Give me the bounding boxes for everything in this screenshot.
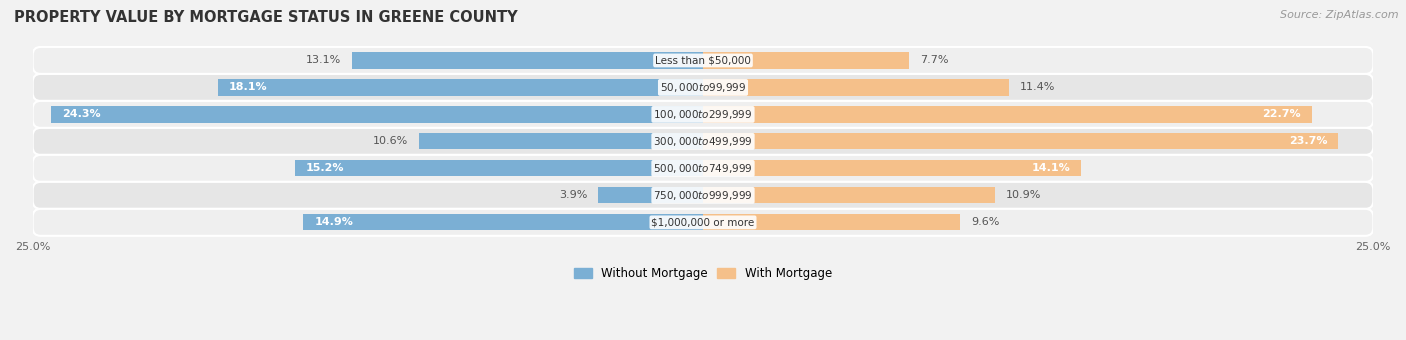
Bar [352,52,703,69]
Text: 23.7%: 23.7% [1289,136,1327,147]
Text: 7.7%: 7.7% [920,55,949,65]
Text: 18.1%: 18.1% [228,82,267,92]
FancyBboxPatch shape [32,209,1374,236]
Text: 13.1%: 13.1% [305,55,342,65]
Bar [703,52,910,69]
Text: 14.1%: 14.1% [1032,164,1070,173]
FancyBboxPatch shape [32,182,1374,209]
Bar [703,133,1339,150]
Text: Source: ZipAtlas.com: Source: ZipAtlas.com [1281,10,1399,20]
Text: $50,000 to $99,999: $50,000 to $99,999 [659,81,747,94]
FancyBboxPatch shape [32,128,1374,155]
Bar [295,160,703,176]
Text: 15.2%: 15.2% [307,164,344,173]
Bar [304,214,703,231]
Legend: Without Mortgage, With Mortgage: Without Mortgage, With Mortgage [569,262,837,285]
FancyBboxPatch shape [32,155,1374,182]
Text: $500,000 to $749,999: $500,000 to $749,999 [654,162,752,175]
Bar [599,187,703,203]
Text: 3.9%: 3.9% [560,190,588,200]
Text: $750,000 to $999,999: $750,000 to $999,999 [654,189,752,202]
Bar [703,79,1008,96]
Text: 14.9%: 14.9% [314,217,353,227]
Text: 10.6%: 10.6% [373,136,408,147]
Text: $100,000 to $299,999: $100,000 to $299,999 [654,108,752,121]
Bar [218,79,703,96]
Bar [52,106,703,122]
Text: Less than $50,000: Less than $50,000 [655,55,751,65]
Text: 11.4%: 11.4% [1019,82,1054,92]
Bar [703,214,960,231]
Text: PROPERTY VALUE BY MORTGAGE STATUS IN GREENE COUNTY: PROPERTY VALUE BY MORTGAGE STATUS IN GRE… [14,10,517,25]
Bar [703,187,995,203]
FancyBboxPatch shape [32,74,1374,101]
FancyBboxPatch shape [32,47,1374,74]
Text: 24.3%: 24.3% [62,109,101,119]
Text: 10.9%: 10.9% [1005,190,1042,200]
FancyBboxPatch shape [32,101,1374,128]
Text: 22.7%: 22.7% [1263,109,1301,119]
Bar [703,160,1081,176]
Text: $300,000 to $499,999: $300,000 to $499,999 [654,135,752,148]
Text: 9.6%: 9.6% [972,217,1000,227]
Bar [703,106,1312,122]
Text: $1,000,000 or more: $1,000,000 or more [651,217,755,227]
Bar [419,133,703,150]
